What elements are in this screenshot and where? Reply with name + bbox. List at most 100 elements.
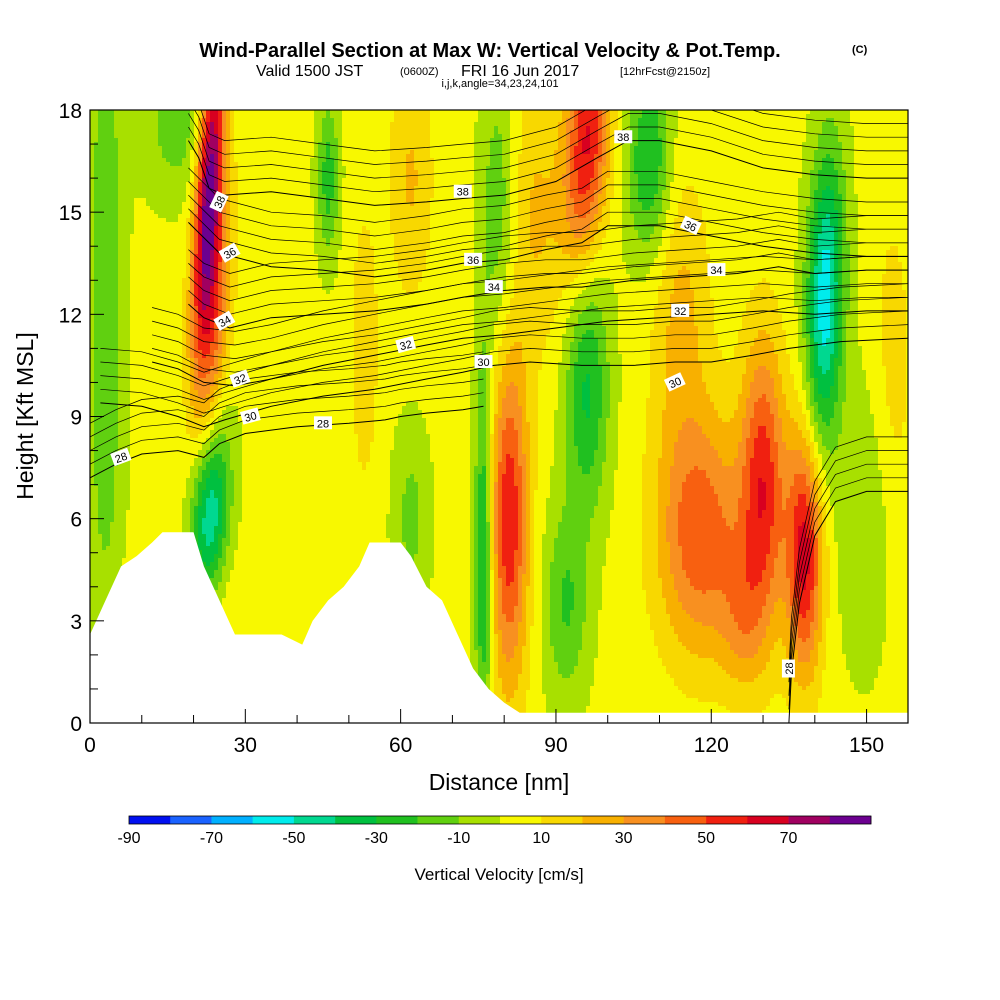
vv-cell <box>226 122 231 127</box>
vv-cell <box>518 126 523 131</box>
copyright-mark: (C) <box>852 44 868 56</box>
vv-cell <box>174 122 179 127</box>
vv-cell <box>870 114 875 119</box>
vv-cell <box>586 126 591 131</box>
vv-cell <box>486 114 491 119</box>
vv-cell <box>134 110 139 115</box>
vv-cell <box>802 122 807 127</box>
vv-cell <box>638 114 643 119</box>
vv-cell <box>694 110 699 115</box>
vv-cell <box>850 114 855 119</box>
vv-cell <box>842 126 847 131</box>
vv-cell <box>142 114 147 119</box>
vv-cell <box>166 130 171 135</box>
vv-cell <box>470 126 475 131</box>
vv-cell <box>230 126 235 131</box>
vv-cell <box>542 118 547 123</box>
vv-cell <box>366 118 371 123</box>
vv-cell <box>446 126 451 131</box>
vv-cell <box>490 110 495 115</box>
vv-cell <box>826 122 831 127</box>
vv-cell <box>218 114 223 119</box>
vv-cell <box>782 118 787 123</box>
vv-cell <box>490 114 495 119</box>
vv-cell <box>186 118 191 123</box>
vv-cell <box>262 122 267 127</box>
vv-cell <box>258 114 263 119</box>
vv-cell <box>394 122 399 127</box>
vv-cell <box>838 122 843 127</box>
vv-cell <box>258 126 263 131</box>
vv-cell <box>774 118 779 123</box>
vv-cell <box>650 110 655 115</box>
vv-cell <box>150 110 155 115</box>
vv-cell <box>490 118 495 123</box>
vv-cell <box>886 118 891 123</box>
vv-cell <box>682 126 687 131</box>
vv-cell <box>646 118 651 123</box>
vv-cell <box>530 122 535 127</box>
vv-cell <box>490 126 495 131</box>
vv-cell <box>522 118 527 123</box>
vv-cell <box>258 122 263 127</box>
vv-cell <box>434 122 439 127</box>
vv-cell <box>862 114 867 119</box>
vv-cell <box>826 110 831 115</box>
vv-cell <box>362 122 367 127</box>
vv-cell <box>830 118 835 123</box>
vv-cell <box>630 110 635 115</box>
vv-cell <box>278 114 283 119</box>
vv-cell <box>902 126 907 131</box>
vv-cell <box>566 126 571 131</box>
vv-cell <box>474 110 479 115</box>
vv-cell <box>318 122 323 127</box>
vv-cell <box>882 126 887 131</box>
vv-cell <box>518 110 523 115</box>
vv-cell <box>406 114 411 119</box>
vv-cell <box>822 126 827 131</box>
vv-cell <box>826 114 831 119</box>
vv-cell <box>630 118 635 123</box>
vv-cell <box>698 122 703 127</box>
vv-cell <box>230 122 235 127</box>
vv-cell <box>658 122 663 127</box>
vv-cell <box>766 114 771 119</box>
vv-cell <box>770 122 775 127</box>
vv-cell <box>270 126 275 131</box>
vv-cell <box>110 122 115 127</box>
vv-cell <box>130 130 135 135</box>
vv-cell <box>506 122 511 127</box>
vv-cell <box>342 126 347 131</box>
vv-cell <box>746 126 751 131</box>
vv-cell <box>418 118 423 123</box>
vv-cell <box>742 126 747 131</box>
vv-cell <box>450 118 455 123</box>
vv-cell <box>286 114 291 119</box>
vv-cell <box>606 118 611 123</box>
vv-cell <box>142 126 147 131</box>
vv-cell <box>110 114 115 119</box>
vv-cell <box>362 114 367 119</box>
vv-cell <box>690 110 695 115</box>
vv-cell <box>502 114 507 119</box>
vv-cell <box>114 114 119 119</box>
vv-cell <box>642 110 647 115</box>
vv-cell <box>218 118 223 123</box>
valid-zulu-label: (0600Z) <box>400 66 439 78</box>
vv-cell <box>382 114 387 119</box>
vv-cell <box>642 114 647 119</box>
vv-cell <box>382 126 387 131</box>
vv-cell <box>426 118 431 123</box>
vv-cell <box>234 110 239 115</box>
grid-indices-label: i,j,k,angle=34,23,24,101 <box>441 78 558 90</box>
vv-cell <box>462 118 467 123</box>
vv-cell <box>326 118 331 123</box>
vv-cell <box>426 122 431 127</box>
vv-cell <box>118 118 123 123</box>
vv-cell <box>882 110 887 115</box>
vv-cell <box>142 122 147 127</box>
vv-cell <box>498 114 503 119</box>
vv-cell <box>486 126 491 131</box>
vv-cell <box>602 114 607 119</box>
vv-cell <box>350 114 355 119</box>
